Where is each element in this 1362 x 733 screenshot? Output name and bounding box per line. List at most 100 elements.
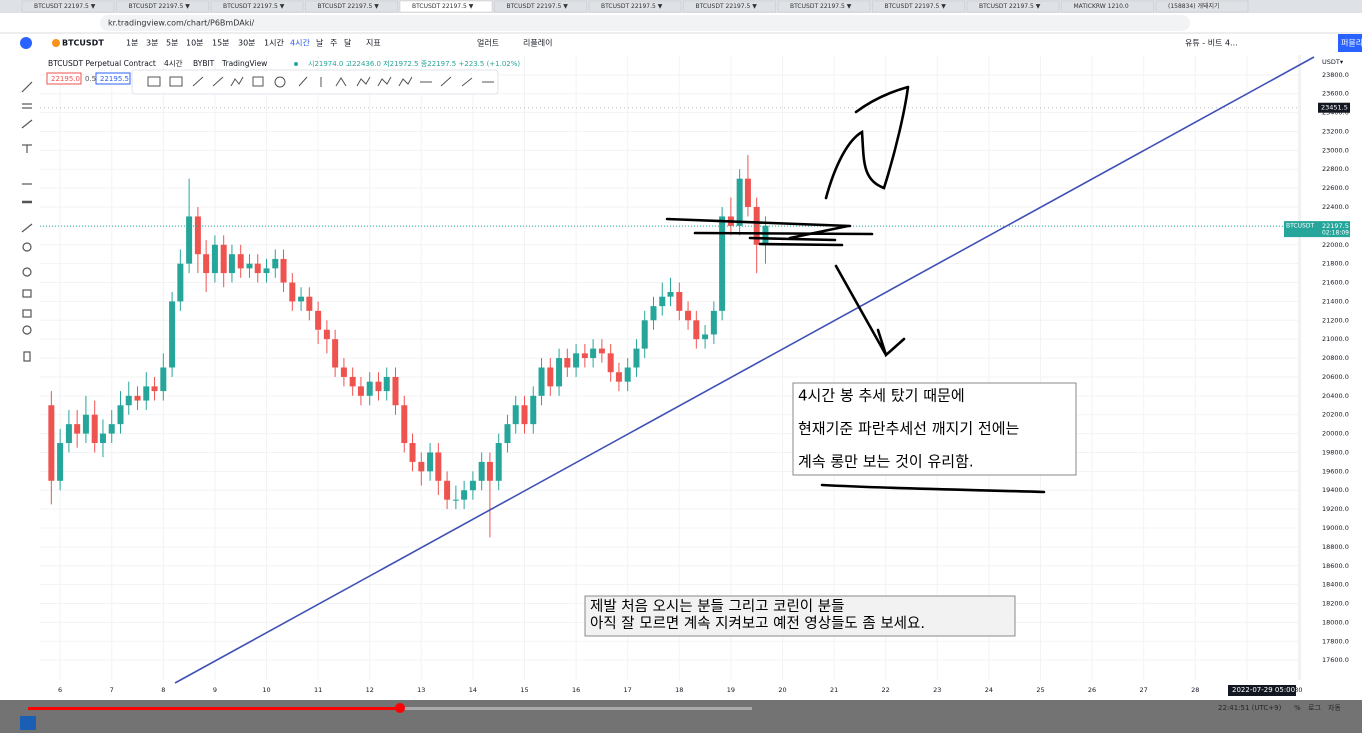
annotation-box <box>792 382 1077 476</box>
tab-title: BTCUSDT 22197.5 ▼ <box>696 3 758 10</box>
tab[interactable] <box>21 0 115 13</box>
candle-body <box>573 353 580 368</box>
x-tick-label: 18 <box>675 686 683 694</box>
marked-price: 23451.5 <box>1321 104 1348 112</box>
legend-ohlc: 시21974.0 고22436.0 저21972.5 종22197.5 +223… <box>308 59 520 68</box>
interval[interactable]: 1분 <box>126 39 138 48</box>
x-tick-label: 9 <box>213 686 217 694</box>
video-scrubber[interactable] <box>395 703 405 713</box>
y-tick-label: 23000.0 <box>1322 146 1349 154</box>
candle-body <box>409 443 416 462</box>
interval[interactable]: 15분 <box>212 39 230 48</box>
layout-name[interactable]: 유튜 - 비트 4... <box>1185 39 1238 48</box>
y-tick-label: 22000.0 <box>1322 241 1349 249</box>
indicators[interactable]: 지표 <box>366 39 381 48</box>
notice-text: 제발 처음 오시는 분들 그리고 코린이 분들 <box>590 598 844 615</box>
candle-body <box>160 367 167 392</box>
tab[interactable] <box>683 0 776 13</box>
candle-body <box>547 367 554 387</box>
candle-body <box>57 443 64 481</box>
candle-body <box>710 310 717 335</box>
buy-box[interactable] <box>95 72 131 85</box>
y-tick-label: 21000.0 <box>1322 335 1349 343</box>
tab[interactable] <box>588 0 682 13</box>
candle-body <box>246 263 253 269</box>
x-tick-label: 27 <box>1140 686 1148 694</box>
interval[interactable]: 주 <box>330 39 337 48</box>
last-price: 22197.5 <box>1322 222 1349 230</box>
y-tick-label: 17800.0 <box>1322 637 1349 645</box>
candle-body <box>289 282 296 302</box>
tab[interactable] <box>210 0 304 13</box>
candle-body <box>99 433 106 444</box>
y-tick-label: 19000.0 <box>1322 524 1349 532</box>
x-tick-label: 12 <box>366 686 374 694</box>
candle-body <box>401 405 408 444</box>
hand-drawing <box>665 85 1046 494</box>
candle-body <box>117 405 124 425</box>
menu-icon[interactable] <box>20 37 32 49</box>
y-tick-label: 19600.0 <box>1322 467 1349 475</box>
y-tick-label: 23600.0 <box>1322 90 1349 98</box>
left-toolbar <box>14 55 40 705</box>
candle-body <box>134 395 141 401</box>
interval[interactable]: 달 <box>344 39 352 48</box>
x-tick-label: 8 <box>161 686 165 694</box>
y-tick-label: 18000.0 <box>1322 618 1349 626</box>
annotation-text: 현재기준 파란추세선 깨지기 전에는 <box>798 420 1020 438</box>
x-tick-label: 7 <box>110 686 114 694</box>
video-logo <box>20 716 36 730</box>
interval[interactable]: 날 <box>316 38 324 48</box>
drawing-toolbar <box>131 69 499 95</box>
y-tick-label: 20600.0 <box>1322 373 1349 381</box>
symbol-icon <box>52 39 60 47</box>
legend-title: BTCUSDT Perpetual Contract <box>48 59 156 68</box>
interval[interactable]: 3분 <box>146 39 158 48</box>
interval[interactable]: 1시간 <box>264 38 284 48</box>
candle-body <box>383 376 390 392</box>
interval[interactable]: 30분 <box>238 39 256 48</box>
tab[interactable] <box>1061 0 1154 13</box>
tab[interactable] <box>777 0 871 13</box>
legend-exchange: BYBIT <box>193 59 215 68</box>
tab[interactable] <box>116 0 209 13</box>
ask: 22195.5 <box>100 75 129 83</box>
url: kr.tradingview.com/chart/P6BmDAki/ <box>108 19 255 28</box>
x-tick-label: 23 <box>933 686 941 694</box>
sell-box[interactable] <box>46 72 82 85</box>
interval[interactable]: 5분 <box>166 39 178 48</box>
tab[interactable] <box>494 0 587 13</box>
candle-body <box>633 348 640 368</box>
candle-body <box>495 443 502 481</box>
candle-body <box>211 244 218 274</box>
y-tick-label: 18400.0 <box>1322 581 1349 589</box>
video-progress[interactable] <box>28 707 400 710</box>
tab[interactable] <box>399 0 493 13</box>
tab[interactable] <box>966 0 1060 13</box>
currency[interactable]: USDT▾ <box>1322 58 1344 66</box>
tab-title: (158834) 개돼지기 <box>1168 2 1220 10</box>
tab-title: BTCUSDT 22197.5 ▼ <box>34 3 96 10</box>
tab[interactable] <box>305 0 398 13</box>
legend-source: TradingView <box>221 59 267 68</box>
tab[interactable] <box>872 0 965 13</box>
candle-body <box>702 334 709 340</box>
url-field[interactable] <box>100 15 1190 31</box>
x-tick-label: 28 <box>1191 686 1199 694</box>
tab-title: BTCUSDT 22197.5 ▼ <box>223 3 285 10</box>
publish-button[interactable] <box>1338 34 1362 52</box>
candle-body <box>298 296 305 302</box>
interval[interactable]: 10분 <box>186 39 204 48</box>
tab[interactable] <box>1155 0 1249 13</box>
interval[interactable]: 4시간 <box>290 38 310 48</box>
symbol[interactable]: BTCUSDT <box>62 39 104 48</box>
alert[interactable]: 얼러트 <box>477 38 499 48</box>
candle-body <box>762 225 769 245</box>
x-tick-label: 14 <box>469 686 477 694</box>
candle-body <box>306 296 313 311</box>
x-tick-label: 13 <box>417 686 425 694</box>
y-tick-label: 19400.0 <box>1322 486 1349 494</box>
replay[interactable]: 리플레이 <box>523 38 552 48</box>
candle-body <box>452 499 459 501</box>
candle-body <box>530 395 537 425</box>
